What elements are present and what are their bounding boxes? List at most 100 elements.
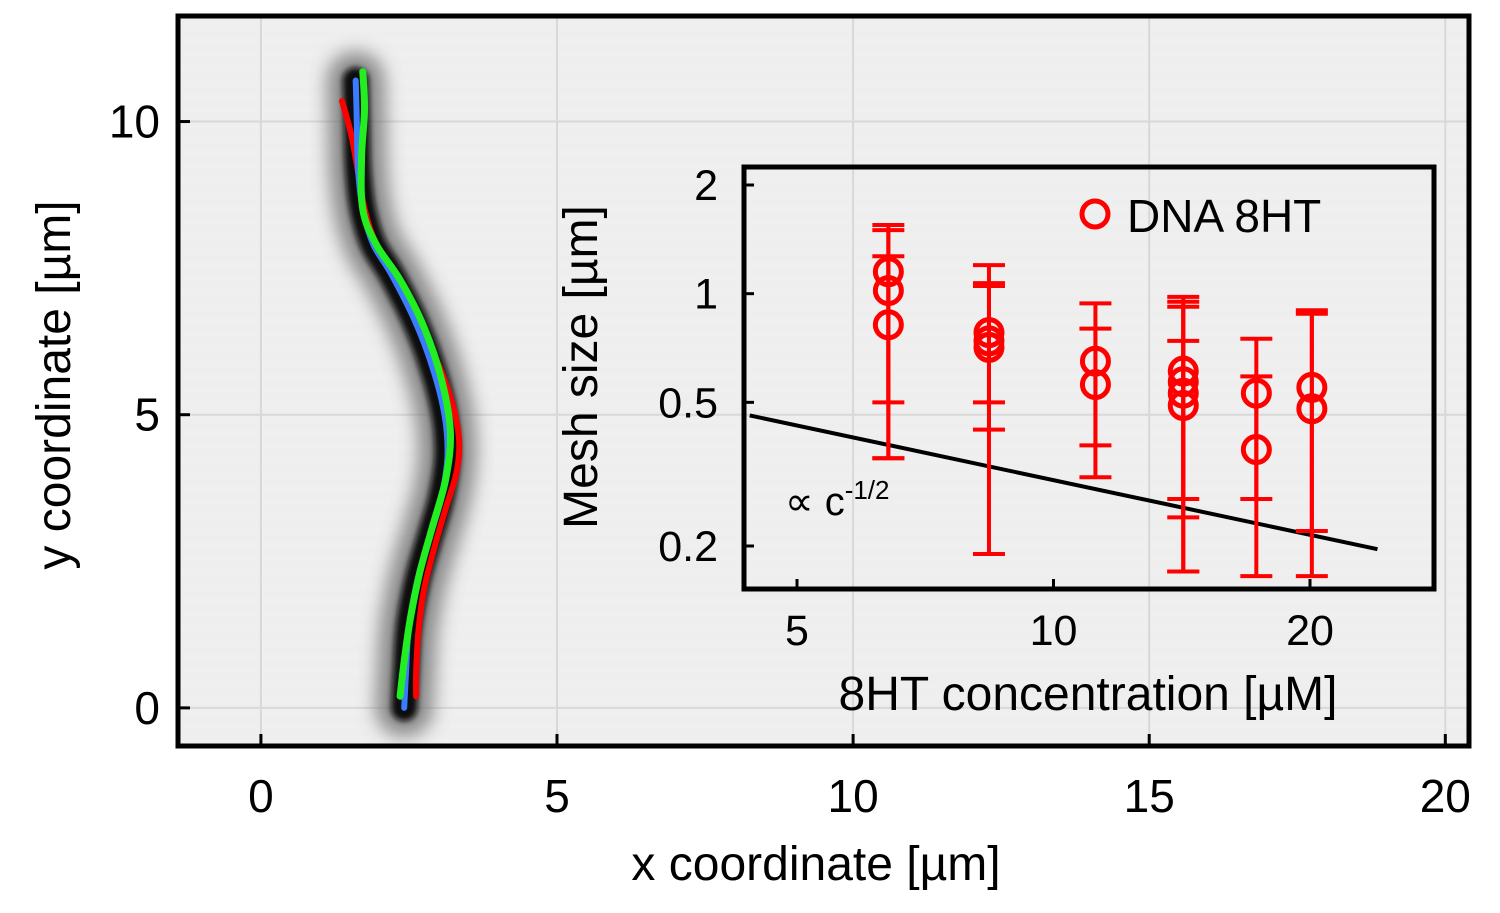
microscopy-background xyxy=(178,16,1469,746)
texture-stripe xyxy=(178,58,1469,65)
inset-x-axis-label: 8HT concentration [µM] xyxy=(839,668,1338,721)
texture-stripe xyxy=(178,646,1469,653)
texture-stripe xyxy=(178,296,1469,303)
data-point-marker xyxy=(872,309,904,341)
texture-stripe xyxy=(178,198,1469,205)
background-stripes xyxy=(178,16,1469,746)
data-point-marker xyxy=(1240,434,1272,466)
data-point-marker xyxy=(1167,390,1199,422)
inset-data-series xyxy=(872,222,1328,579)
main-y-ticks: 0 5 10 xyxy=(109,96,190,734)
inset-y-tick-label: 0.2 xyxy=(658,523,718,571)
power-law-line xyxy=(749,413,1378,552)
inset-x-ticks: 5 10 20 xyxy=(785,579,1334,655)
data-point-group xyxy=(1240,374,1273,501)
x-tick-label: 5 xyxy=(544,770,570,822)
texture-stripe xyxy=(178,72,1469,79)
texture-stripe xyxy=(178,380,1469,387)
texture-stripe xyxy=(178,492,1469,499)
main-plot-frame xyxy=(175,13,1472,749)
texture-stripe xyxy=(178,114,1469,121)
main-x-axis-label: x coordinate [µm] xyxy=(631,838,1000,891)
texture-stripe xyxy=(178,338,1469,345)
x-tick-label: 0 xyxy=(248,770,274,822)
texture-stripe xyxy=(178,184,1469,191)
texture-stripe xyxy=(178,30,1469,37)
x-tick-label: 20 xyxy=(1420,770,1471,822)
texture-stripe xyxy=(178,394,1469,401)
main-y-axis-label: y coordinate [µm] xyxy=(28,200,81,569)
background-gridlines xyxy=(178,16,1469,746)
y-tick-label: 5 xyxy=(134,389,160,441)
contour-trace-line xyxy=(357,68,455,700)
inset-chart: 5 10 20 0.2 0.5 1 2 8HT concentration [µM] Me… xyxy=(555,162,1437,721)
texture-stripe xyxy=(178,548,1469,555)
x-tick-label: 10 xyxy=(828,770,879,822)
inset-x-tick-label: 20 xyxy=(1286,607,1334,655)
texture-stripe xyxy=(178,422,1469,429)
data-point-group xyxy=(972,284,1005,557)
inset-frame xyxy=(741,164,1437,592)
texture-stripe xyxy=(178,716,1469,723)
legend-label: DNA 8HT xyxy=(1127,190,1321,242)
power-law-annotation: ∝ c-1/2 xyxy=(785,475,890,524)
data-point-group xyxy=(1295,311,1328,534)
texture-stripe xyxy=(178,660,1469,667)
texture-stripe xyxy=(178,450,1469,457)
texture-stripe xyxy=(178,282,1469,289)
inset-x-tick-label: 10 xyxy=(1030,607,1078,655)
x-tick-label: 15 xyxy=(1124,770,1175,822)
legend-marker xyxy=(1079,198,1111,230)
texture-stripe xyxy=(178,44,1469,51)
y-tick-label: 0 xyxy=(134,682,160,734)
texture-stripe xyxy=(178,730,1469,737)
inset-legend: DNA 8HT xyxy=(1079,190,1321,242)
texture-stripe xyxy=(178,352,1469,359)
data-point-marker xyxy=(973,331,1005,363)
texture-stripe xyxy=(178,408,1469,415)
contour-traces xyxy=(339,68,463,711)
texture-stripe xyxy=(178,16,1469,23)
texture-stripe xyxy=(178,142,1469,149)
data-point-marker xyxy=(1296,393,1328,425)
texture-stripe xyxy=(178,534,1469,541)
texture-stripe xyxy=(178,632,1469,639)
texture-stripe xyxy=(178,604,1469,611)
texture-stripe xyxy=(178,464,1469,471)
inset-y-tick-label: 2 xyxy=(694,162,718,210)
texture-stripe xyxy=(178,506,1469,513)
texture-stripe xyxy=(178,156,1469,163)
inset-y-axis-label: Mesh size [µm] xyxy=(555,205,608,529)
texture-stripe xyxy=(178,128,1469,135)
inset-y-tick-label: 0.5 xyxy=(658,379,718,427)
main-x-ticks: 0 5 10 15 20 xyxy=(248,734,1471,822)
texture-stripe xyxy=(178,310,1469,317)
inset-y-tick-label: 1 xyxy=(694,271,718,319)
texture-stripe xyxy=(178,590,1469,597)
texture-stripe xyxy=(178,674,1469,681)
texture-stripe xyxy=(178,702,1469,709)
texture-stripe xyxy=(178,268,1469,275)
texture-stripe xyxy=(178,562,1469,569)
texture-stripe xyxy=(178,240,1469,247)
power-law-exponent: -1/2 xyxy=(845,475,890,505)
y-tick-label: 10 xyxy=(109,96,160,148)
data-point-group xyxy=(872,254,905,461)
texture-stripe xyxy=(178,86,1469,93)
data-point-group xyxy=(1079,326,1112,480)
texture-stripe xyxy=(178,212,1469,219)
inset-x-tick-label: 5 xyxy=(785,607,809,655)
power-law-reference xyxy=(749,413,1378,552)
texture-stripe xyxy=(178,478,1469,485)
data-point-marker xyxy=(1079,369,1111,401)
inset-background xyxy=(744,167,1434,589)
texture-stripe xyxy=(178,520,1469,527)
texture-stripe xyxy=(178,576,1469,583)
texture-stripe xyxy=(178,688,1469,695)
power-law-base: ∝ c xyxy=(785,480,845,524)
texture-stripe xyxy=(178,226,1469,233)
texture-stripe xyxy=(178,436,1469,443)
texture-stripe xyxy=(178,254,1469,261)
texture-stripe xyxy=(178,100,1469,107)
